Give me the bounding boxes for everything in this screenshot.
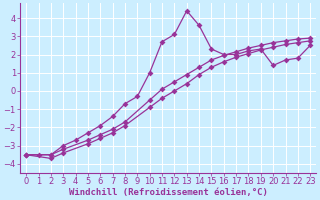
X-axis label: Windchill (Refroidissement éolien,°C): Windchill (Refroidissement éolien,°C) bbox=[69, 188, 268, 197]
